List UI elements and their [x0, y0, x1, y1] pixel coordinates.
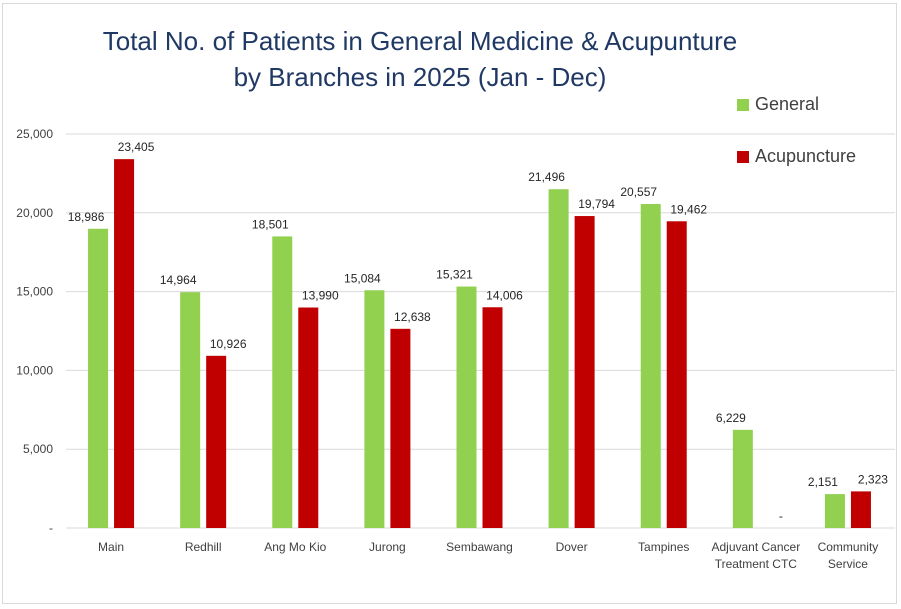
bar-general — [364, 290, 385, 528]
legend-swatch-general — [737, 98, 749, 111]
data-label: 18,501 — [252, 217, 289, 231]
bar-acupuncture — [482, 307, 503, 528]
y-tick-label: 15,000 — [16, 285, 53, 299]
data-label: 13,990 — [302, 289, 339, 303]
x-tick-label: Adjuvant Cancer — [711, 540, 800, 554]
legend-label-general: General — [755, 94, 820, 114]
data-label: 15,321 — [436, 268, 473, 282]
bar-general — [88, 228, 109, 528]
bar-general — [180, 292, 201, 528]
y-tick-label: 25,000 — [16, 127, 53, 141]
chart-title: Total No. of Patients in General Medicin… — [102, 26, 738, 56]
bar-general — [272, 236, 293, 528]
legend-item-general: General — [737, 94, 819, 115]
data-label: 23,405 — [118, 140, 155, 154]
data-label: 2,151 — [808, 475, 838, 489]
y-tick-label: - — [49, 521, 53, 535]
x-tick-label: Community — [818, 540, 879, 554]
bar-acupuncture — [666, 221, 687, 529]
data-label: 19,794 — [578, 197, 615, 211]
legend-label-acupuncture: Acupuncture — [755, 146, 857, 166]
bar-acupuncture — [850, 491, 871, 528]
y-tick-label: 10,000 — [16, 363, 53, 377]
chart-subtitle: by Branches in 2025 (Jan - Dec) — [233, 62, 607, 92]
x-tick-label: Tampines — [638, 540, 689, 554]
bar-acupuncture — [390, 328, 411, 528]
bar-general — [640, 204, 661, 529]
data-label: 6,229 — [716, 411, 746, 425]
bar-acupuncture — [574, 216, 595, 528]
legend-item-acupuncture: Acupuncture — [737, 146, 856, 167]
y-tick-label: 20,000 — [16, 206, 53, 220]
bar-general — [548, 189, 569, 529]
bar-acupuncture — [114, 159, 135, 528]
x-tick-label: Jurong — [369, 540, 406, 554]
x-tick-label: Ang Mo Kio — [264, 540, 326, 554]
x-tick-label: Treatment CTC — [715, 557, 798, 571]
bar-general — [824, 494, 845, 528]
legend-swatch-acupuncture — [737, 150, 749, 163]
data-label: 21,496 — [528, 170, 565, 184]
data-label: 14,006 — [486, 288, 523, 302]
x-tick-label: Main — [98, 540, 124, 554]
data-label: 2,323 — [858, 472, 888, 486]
x-tick-label: Sembawang — [446, 540, 513, 554]
data-label: 14,964 — [160, 273, 197, 287]
data-label: 20,557 — [620, 185, 657, 199]
bar-general — [732, 429, 753, 528]
data-label: 12,638 — [394, 310, 431, 324]
x-tick-label: Redhill — [185, 540, 222, 554]
data-label: 10,926 — [210, 337, 247, 351]
x-tick-label: Service — [828, 557, 868, 571]
bar-acupuncture — [298, 307, 319, 528]
data-label: - — [779, 509, 783, 523]
data-label: 19,462 — [670, 202, 707, 216]
data-label: 15,084 — [344, 271, 381, 285]
data-label: 18,986 — [68, 210, 105, 224]
bar-general — [456, 286, 477, 528]
x-tick-label: Dover — [556, 540, 588, 554]
bar-acupuncture — [206, 355, 227, 528]
y-tick-label: 5,000 — [23, 442, 53, 456]
